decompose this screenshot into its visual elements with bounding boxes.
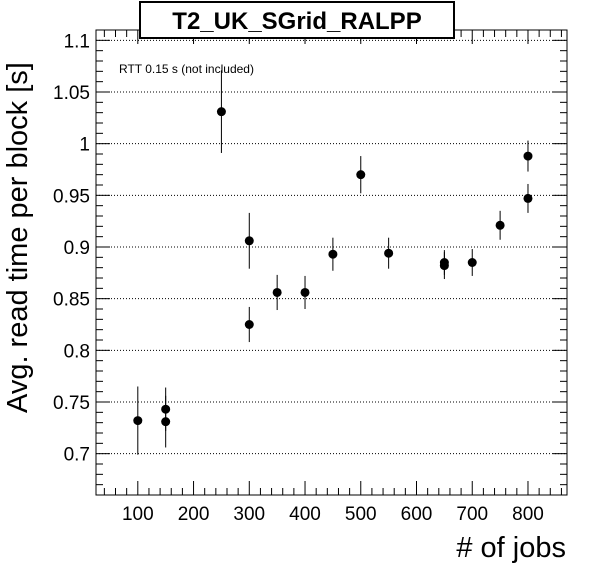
x-tick-label: 300 <box>233 504 265 525</box>
y-tick-label: 0.7 <box>64 445 90 466</box>
data-points <box>133 70 533 455</box>
data-point <box>244 320 254 329</box>
chart-annotation: RTT 0.15 s (not included) <box>119 62 254 76</box>
data-point <box>523 193 533 203</box>
data-point <box>439 261 449 271</box>
y-tick-label: 0.9 <box>64 238 90 259</box>
data-point <box>328 249 338 259</box>
data-point <box>161 417 171 427</box>
y-tick-label: 0.8 <box>64 341 90 362</box>
data-point <box>133 416 143 426</box>
y-tick-label: 0.75 <box>53 393 90 414</box>
data-point <box>356 170 366 180</box>
grid-lines <box>96 39 567 455</box>
data-point <box>495 220 505 230</box>
x-tick-label: 400 <box>289 504 321 525</box>
y-tick-label: 1.05 <box>53 83 90 104</box>
data-point <box>384 248 394 258</box>
y-tick-label: 1 <box>79 135 90 156</box>
chart-title: T2_UK_SGrid_RALPP <box>172 8 421 35</box>
y-tick-label: 0.95 <box>53 186 90 207</box>
y-tick-label: 0.85 <box>53 290 90 311</box>
x-tick-label: 700 <box>456 504 488 525</box>
x-tick-label: 600 <box>401 504 433 525</box>
chart-title-box <box>139 1 455 39</box>
x-tick-label: 100 <box>122 504 154 525</box>
x-tick-label: 800 <box>512 504 544 525</box>
axes: 0.7 0.75 0.8 0.85 0.9 0.95 1 1.05 1.1 100 200 300 40… <box>53 29 567 525</box>
y-axis-label: Avg. read time per block [s] <box>2 62 34 413</box>
x-tick-label: 500 <box>345 504 377 525</box>
y-tick-label: 1.1 <box>64 31 90 52</box>
data-point <box>216 107 226 117</box>
data-point <box>467 258 477 267</box>
data-point <box>300 287 310 297</box>
data-point <box>523 151 533 161</box>
data-point <box>272 287 282 297</box>
x-axis-label: # of jobs <box>456 532 566 564</box>
x-tick-label: 200 <box>178 504 210 525</box>
data-point <box>244 236 254 246</box>
